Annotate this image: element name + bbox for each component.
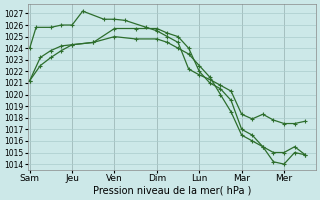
X-axis label: Pression niveau de la mer( hPa ): Pression niveau de la mer( hPa ) (92, 186, 251, 196)
